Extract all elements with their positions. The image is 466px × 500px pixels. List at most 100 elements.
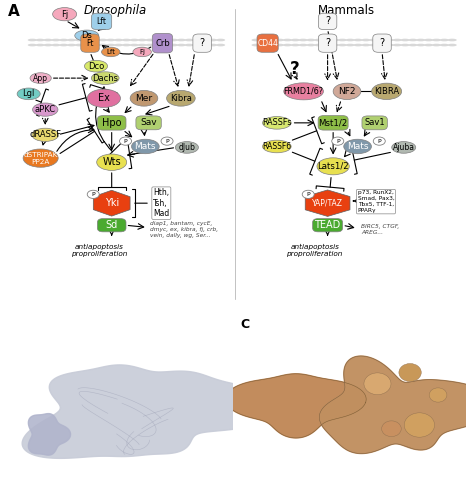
Text: Mats: Mats bbox=[347, 142, 368, 151]
Ellipse shape bbox=[424, 44, 433, 46]
Ellipse shape bbox=[440, 44, 449, 46]
Ellipse shape bbox=[447, 44, 457, 46]
Text: B: B bbox=[7, 318, 16, 331]
Ellipse shape bbox=[23, 149, 58, 168]
Ellipse shape bbox=[161, 38, 170, 42]
Ellipse shape bbox=[145, 38, 155, 42]
Ellipse shape bbox=[416, 38, 425, 42]
Text: ?: ? bbox=[379, 38, 384, 48]
Text: P: P bbox=[165, 138, 169, 143]
Circle shape bbox=[429, 388, 447, 402]
Ellipse shape bbox=[177, 44, 186, 46]
Text: Crb: Crb bbox=[155, 38, 170, 48]
Ellipse shape bbox=[259, 44, 268, 46]
Ellipse shape bbox=[98, 38, 108, 42]
Circle shape bbox=[373, 137, 385, 145]
Text: Lats1/2: Lats1/2 bbox=[317, 162, 349, 171]
Ellipse shape bbox=[314, 38, 323, 42]
Ellipse shape bbox=[283, 44, 292, 46]
Text: ?: ? bbox=[289, 60, 299, 78]
Ellipse shape bbox=[216, 44, 225, 46]
Ellipse shape bbox=[344, 139, 371, 154]
Ellipse shape bbox=[106, 38, 116, 42]
Text: FRMD1/6?: FRMD1/6? bbox=[284, 87, 323, 96]
Circle shape bbox=[332, 137, 344, 145]
Ellipse shape bbox=[169, 38, 178, 42]
Text: Sav1: Sav1 bbox=[364, 118, 385, 128]
Text: Wts: Wts bbox=[103, 157, 121, 167]
Ellipse shape bbox=[291, 44, 300, 46]
Ellipse shape bbox=[102, 48, 120, 56]
Ellipse shape bbox=[353, 44, 363, 46]
Ellipse shape bbox=[267, 38, 276, 42]
Ellipse shape bbox=[333, 83, 361, 100]
Ellipse shape bbox=[432, 38, 441, 42]
Ellipse shape bbox=[28, 38, 37, 42]
FancyBboxPatch shape bbox=[362, 116, 387, 130]
Text: dSTRIPAK
PP2A: dSTRIPAK PP2A bbox=[23, 152, 58, 164]
FancyBboxPatch shape bbox=[97, 218, 126, 232]
Ellipse shape bbox=[385, 44, 394, 46]
Ellipse shape bbox=[17, 88, 40, 100]
Ellipse shape bbox=[185, 38, 194, 42]
Text: Lft: Lft bbox=[96, 17, 107, 26]
Ellipse shape bbox=[377, 38, 386, 42]
Ellipse shape bbox=[306, 44, 315, 46]
FancyBboxPatch shape bbox=[91, 13, 112, 30]
Ellipse shape bbox=[97, 154, 127, 170]
Ellipse shape bbox=[291, 38, 300, 42]
Text: Ft: Ft bbox=[86, 38, 94, 48]
FancyBboxPatch shape bbox=[152, 34, 172, 53]
Text: dJub: dJub bbox=[178, 143, 195, 152]
Ellipse shape bbox=[59, 38, 69, 42]
Text: P: P bbox=[377, 138, 381, 143]
Text: Hpo: Hpo bbox=[102, 118, 122, 128]
Ellipse shape bbox=[122, 44, 131, 46]
Ellipse shape bbox=[299, 44, 308, 46]
Polygon shape bbox=[93, 190, 130, 216]
Ellipse shape bbox=[145, 44, 155, 46]
Ellipse shape bbox=[275, 44, 284, 46]
Ellipse shape bbox=[400, 38, 410, 42]
Text: KIBRA: KIBRA bbox=[374, 87, 399, 96]
Text: Sav: Sav bbox=[140, 118, 157, 128]
Polygon shape bbox=[319, 356, 466, 454]
Ellipse shape bbox=[130, 44, 139, 46]
Text: CD44: CD44 bbox=[257, 38, 278, 48]
Ellipse shape bbox=[114, 38, 123, 42]
Text: dRASSF: dRASSF bbox=[29, 130, 61, 140]
Ellipse shape bbox=[330, 44, 339, 46]
Polygon shape bbox=[22, 365, 283, 458]
Text: Lgl: Lgl bbox=[22, 90, 35, 98]
Ellipse shape bbox=[153, 44, 163, 46]
Ellipse shape bbox=[53, 8, 76, 21]
FancyBboxPatch shape bbox=[81, 34, 99, 52]
Ellipse shape bbox=[369, 38, 378, 42]
Text: aPKC: aPKC bbox=[34, 105, 56, 114]
Text: Fj: Fj bbox=[139, 49, 145, 55]
Ellipse shape bbox=[259, 38, 268, 42]
Ellipse shape bbox=[84, 60, 108, 72]
Ellipse shape bbox=[35, 38, 45, 42]
Ellipse shape bbox=[385, 38, 394, 42]
Ellipse shape bbox=[28, 44, 37, 46]
Text: BIRC5, CTGF,
AREG...: BIRC5, CTGF, AREG... bbox=[361, 224, 399, 234]
Ellipse shape bbox=[262, 140, 291, 153]
Ellipse shape bbox=[130, 90, 158, 106]
FancyBboxPatch shape bbox=[136, 116, 161, 130]
Ellipse shape bbox=[208, 44, 217, 46]
Circle shape bbox=[120, 137, 131, 145]
Ellipse shape bbox=[30, 73, 51, 84]
Ellipse shape bbox=[252, 44, 260, 46]
Ellipse shape bbox=[90, 44, 100, 46]
Ellipse shape bbox=[87, 89, 120, 108]
Ellipse shape bbox=[35, 44, 45, 46]
Text: diap1, bantam, cycE,
dmyc, ex, kibra, fj, crb,
vein, dally, wg, Ser...: diap1, bantam, cycE, dmyc, ex, kibra, fj… bbox=[150, 221, 218, 238]
Ellipse shape bbox=[192, 44, 202, 46]
Text: RASSFs: RASSFs bbox=[262, 118, 292, 128]
Ellipse shape bbox=[262, 116, 291, 129]
Ellipse shape bbox=[137, 44, 147, 46]
Ellipse shape bbox=[369, 44, 378, 46]
Circle shape bbox=[399, 364, 421, 382]
Text: Hth,
Tsh,
Mad: Hth, Tsh, Mad bbox=[153, 188, 170, 218]
